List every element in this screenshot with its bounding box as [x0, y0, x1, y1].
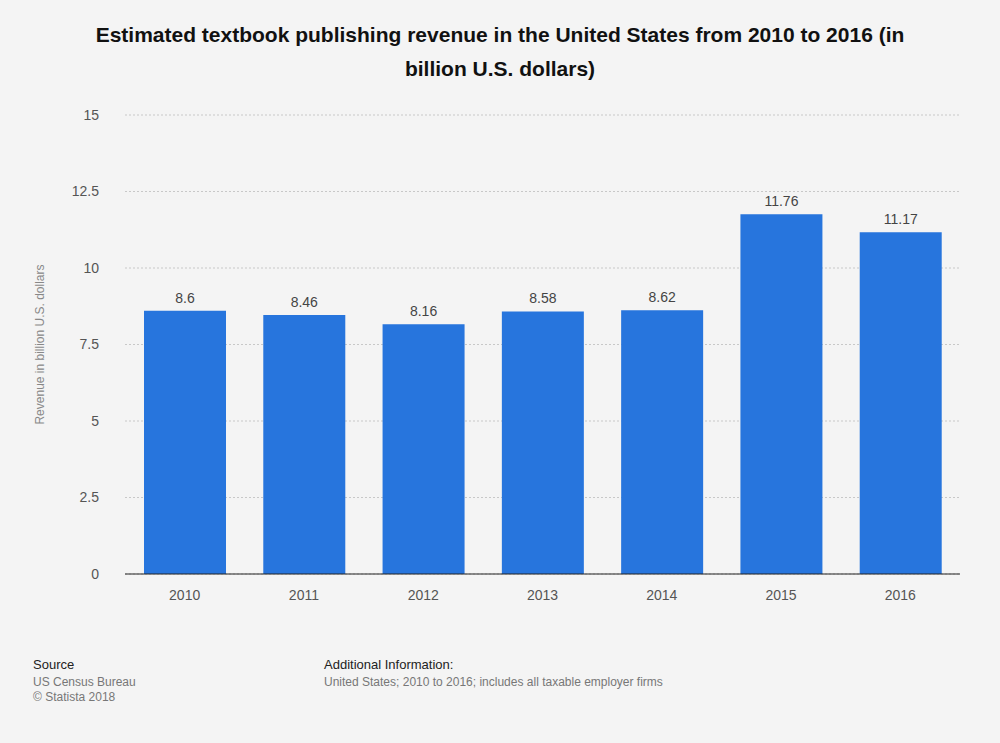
svg-text:8.6: 8.6	[175, 290, 195, 306]
html-text:© Statista 2018: © Statista 2018	[33, 690, 116, 704]
svg-text:8.46: 8.46	[291, 294, 318, 310]
html-text:United States; 2010 to 2016; i: United States; 2010 to 2016; includes al…	[324, 675, 663, 689]
svg-text:7.5: 7.5	[80, 336, 100, 352]
svg-text:2010: 2010	[169, 587, 200, 603]
svg-text:2013: 2013	[527, 587, 558, 603]
svg-text:5: 5	[91, 413, 99, 429]
svg-text:8.58: 8.58	[529, 290, 556, 306]
svg-text:2014: 2014	[646, 587, 677, 603]
html-text:US Census Bureau: US Census Bureau	[33, 675, 136, 689]
svg-text:12.5: 12.5	[72, 183, 99, 199]
svg-text:2011: 2011	[289, 587, 319, 603]
svg-text:10: 10	[83, 260, 99, 276]
html-text:Additional Information:: Additional Information:	[324, 657, 454, 672]
svg-text:2015: 2015	[765, 587, 796, 603]
svg-text:8.62: 8.62	[649, 289, 676, 305]
svg-text:11.17: 11.17	[884, 211, 918, 227]
svg-text:2016: 2016	[885, 587, 916, 603]
svg-text:8.16: 8.16	[410, 303, 437, 319]
svg-text:15: 15	[83, 107, 99, 123]
svg-text:2.5: 2.5	[80, 489, 100, 505]
svg-text:2012: 2012	[408, 587, 439, 603]
html-text:Estimated textbook publishing: Estimated textbook publishing revenue in…	[95, 23, 905, 80]
svg-text:0: 0	[91, 566, 99, 582]
html-text:Source: Source	[33, 657, 75, 672]
svg-text:11.76: 11.76	[764, 193, 798, 209]
svg-text:Revenue in billion U.S. dollar: Revenue in billion U.S. dollars	[33, 264, 47, 424]
